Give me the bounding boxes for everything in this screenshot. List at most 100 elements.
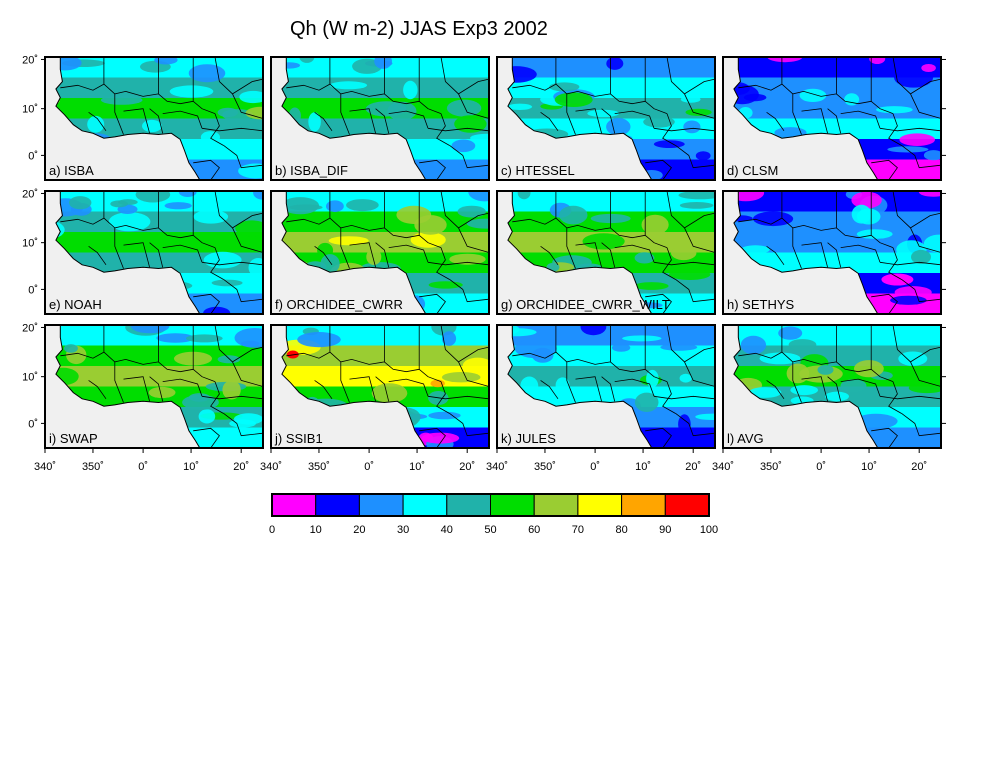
field-patch [587, 109, 620, 118]
field-patch [856, 229, 893, 239]
field-patch [825, 391, 849, 402]
country-border [645, 427, 672, 449]
country-border [329, 57, 385, 97]
map-panel: j) SSIB1 [270, 324, 490, 449]
x-tick-label: 0˚ [364, 461, 374, 473]
field-patch [611, 343, 631, 352]
country-border [575, 108, 602, 134]
country-border [349, 242, 376, 268]
field-patch [790, 385, 818, 396]
field-patch [148, 386, 176, 399]
country-border [644, 325, 668, 382]
country-border [418, 325, 442, 382]
country-border [610, 325, 646, 373]
country-border [738, 351, 783, 359]
panel-frame [722, 190, 942, 315]
country-border [436, 247, 450, 280]
country-border [801, 108, 828, 134]
field-patch [680, 96, 701, 103]
field-patch [188, 64, 226, 83]
field-band [281, 118, 489, 140]
country-border [123, 376, 150, 402]
panel-frame [496, 56, 716, 181]
country-border [738, 83, 783, 91]
country-border [871, 293, 898, 315]
field-patch [641, 214, 669, 235]
field-patch [854, 360, 884, 378]
field-patch [669, 269, 711, 280]
country-border [375, 242, 390, 268]
country-border [555, 57, 611, 97]
field-patch [451, 139, 476, 153]
colorbar-tick-label: 60 [528, 524, 540, 536]
field-patch [549, 82, 580, 92]
field-band [733, 57, 941, 79]
x-tick-label: 10˚ [861, 461, 877, 473]
field-band [55, 366, 263, 388]
field-band [507, 325, 715, 347]
colorbar-tick-label: 10 [310, 524, 322, 536]
panel-label: k) JULES [501, 431, 556, 446]
field-patch [189, 393, 210, 402]
x-tick-label: 20˚ [911, 461, 927, 473]
country-border [314, 111, 333, 132]
country-border [232, 346, 264, 363]
panel-label: f) ORCHIDEE_CWRR [275, 297, 403, 312]
field-patch [203, 306, 231, 314]
field-patch [759, 352, 801, 365]
field-patch [457, 205, 486, 218]
panel-frame [722, 56, 942, 181]
coastline [281, 57, 427, 181]
country-border [458, 346, 490, 363]
panel-label: b) ISBA_DIF [275, 163, 348, 178]
country-border [766, 245, 785, 266]
field-patch [911, 249, 931, 265]
country-border [388, 378, 429, 397]
x-tick-label: 340˚ [34, 461, 56, 473]
country-border [449, 145, 490, 169]
field-patch [606, 57, 624, 70]
field-band [55, 345, 263, 367]
field-patch [454, 115, 487, 133]
country-border [384, 325, 420, 373]
field-patch [234, 328, 264, 348]
country-border [540, 111, 559, 132]
country-border [827, 376, 842, 402]
field-band [733, 98, 941, 120]
map-panel: b) ISBA_DIF [270, 56, 490, 181]
country-border [653, 395, 716, 400]
x-tick-label: 0˚ [138, 461, 148, 473]
country-border [162, 378, 203, 397]
field-patch [217, 355, 241, 364]
field-patch [788, 339, 817, 351]
coastline [733, 325, 879, 449]
country-border [540, 245, 559, 266]
panel-frame [270, 56, 490, 181]
map-panel: a) ISBA [44, 56, 264, 181]
panel-label: d) CLSM [727, 163, 778, 178]
country-border [792, 93, 802, 135]
coastline [281, 191, 427, 315]
x-tick-label: 20˚ [233, 461, 249, 473]
panel-frame [496, 324, 716, 449]
country-border [114, 227, 124, 269]
country-border [840, 378, 881, 397]
field-patch [555, 377, 570, 393]
country-border [610, 57, 646, 105]
country-border [910, 346, 942, 363]
colorbar-frame [271, 493, 710, 517]
field-band [733, 232, 941, 254]
panel-label: l) AVG [727, 431, 764, 446]
country-border [162, 244, 203, 263]
panel-label: a) ISBA [49, 163, 94, 178]
map-panel: c) HTESSEL [496, 56, 716, 181]
country-border [384, 191, 420, 239]
field-patch [554, 92, 593, 107]
country-border [193, 293, 220, 315]
field-patch [374, 57, 393, 69]
y-tick-label: 0˚ [28, 284, 38, 296]
country-border [827, 242, 842, 268]
country-border [792, 361, 802, 403]
country-border [910, 78, 942, 95]
field-patch [507, 66, 537, 83]
